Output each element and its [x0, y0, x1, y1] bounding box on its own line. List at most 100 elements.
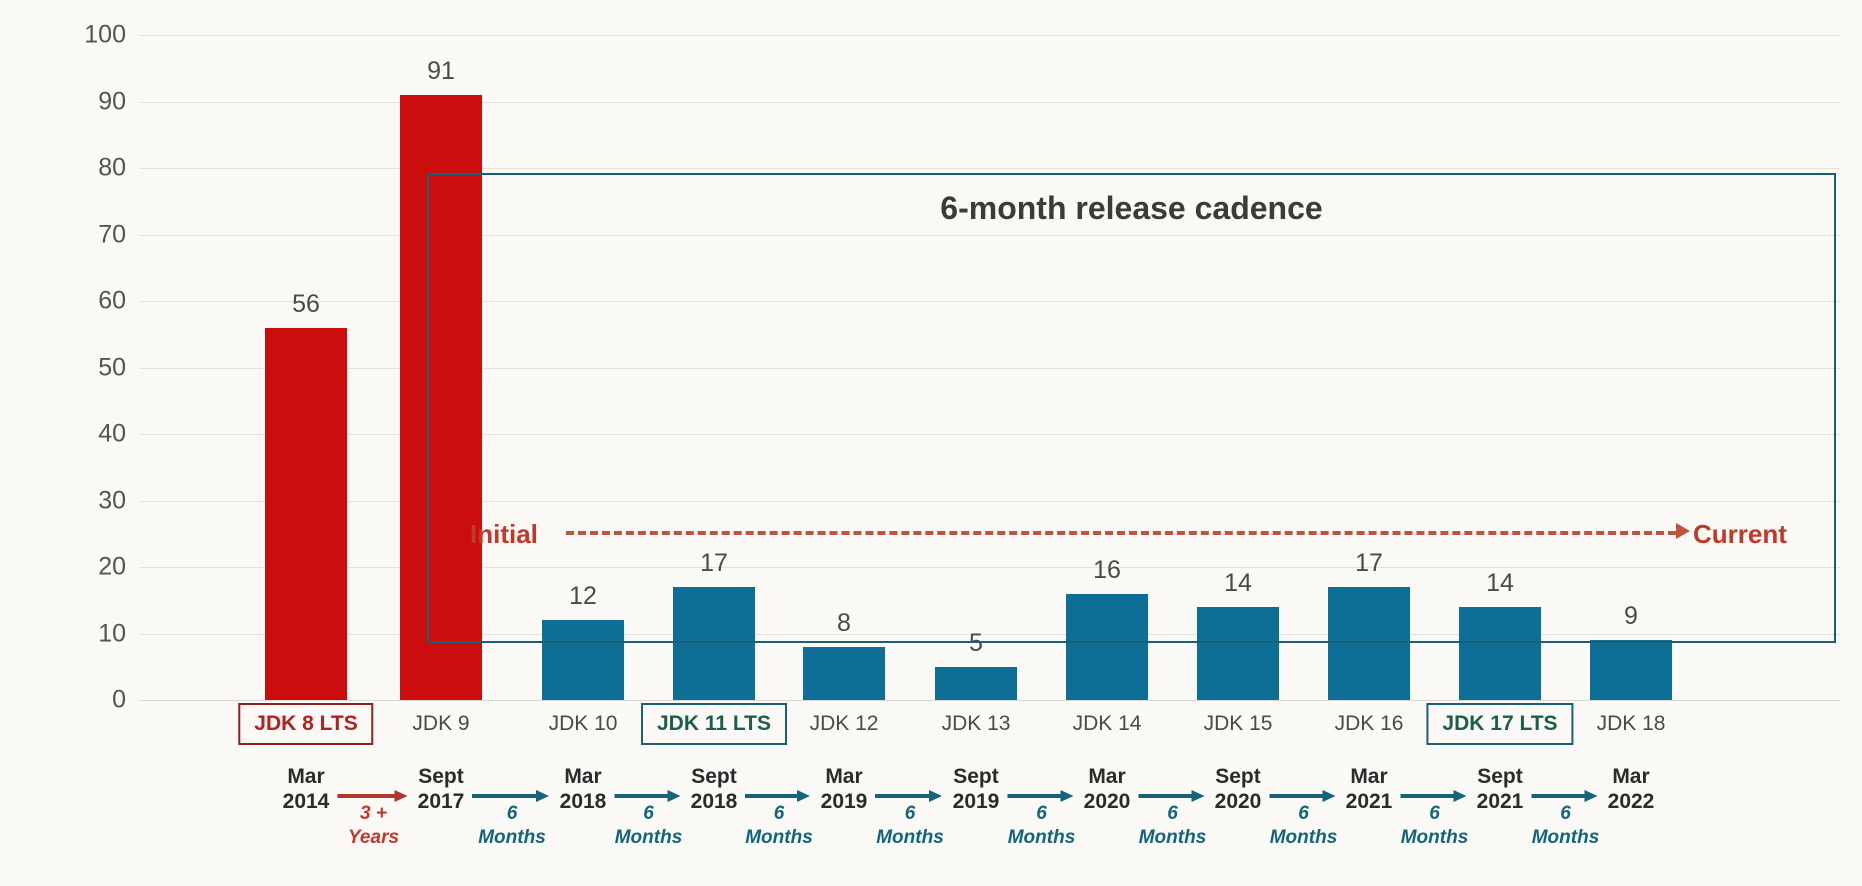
- interval-text: 6 Months: [472, 803, 552, 850]
- y-tick-label: 90: [98, 87, 126, 115]
- bar-jdk10[interactable]: [542, 620, 624, 700]
- release-date-jdk8: Mar 2014: [283, 765, 330, 815]
- jdk-label-jdk14[interactable]: JDK 14: [1072, 712, 1142, 735]
- bar-jdk18[interactable]: [1590, 640, 1672, 700]
- arrow-shaft: [1269, 794, 1322, 798]
- arrow-head: [929, 790, 942, 802]
- gridline: [140, 35, 1840, 36]
- bar-value-jdk16: 17: [1355, 548, 1383, 577]
- release-date-year: 2022: [1607, 789, 1655, 813]
- bar-value-jdk13: 5: [969, 628, 983, 657]
- interval-text: 6 Months: [1138, 803, 1207, 850]
- y-tick-label: 10: [98, 619, 126, 647]
- interval-7: 6 Months: [1138, 790, 1207, 850]
- arrow-head: [1191, 790, 1204, 802]
- interval-unit: Months: [614, 826, 683, 848]
- interval-amount: 6: [1167, 803, 1178, 824]
- bar-value-jdk11: 17: [700, 548, 728, 577]
- interval-amount: 6: [773, 803, 785, 824]
- interval-text: 6 Months: [1007, 803, 1076, 850]
- interval-text: 6 Months: [745, 803, 813, 850]
- arrow-head: [1453, 790, 1466, 802]
- y-tick-label: 60: [98, 286, 126, 315]
- bar-jdk11[interactable]: [673, 586, 755, 700]
- release-date-jdk14: Mar 2020: [1084, 765, 1131, 815]
- bar-jdk16[interactable]: [1328, 586, 1410, 700]
- release-date-month: Mar: [564, 765, 602, 788]
- interval-unit: Months: [876, 826, 944, 848]
- jdk-label-jdk10[interactable]: JDK 10: [548, 712, 618, 735]
- interval-amount: 3 +: [360, 803, 387, 824]
- y-tick-label: 30: [98, 486, 126, 514]
- interval-unit: Months: [1138, 826, 1207, 848]
- arrow-right-icon: [1007, 790, 1076, 802]
- jdk-label-jdk18[interactable]: JDK 18: [1596, 712, 1666, 735]
- interval-unit: Months: [1007, 826, 1076, 848]
- release-date-jdk15: Sept 2020: [1215, 765, 1262, 815]
- bar-value-jdk14: 16: [1093, 555, 1121, 584]
- bar-jdk12[interactable]: [803, 646, 885, 700]
- release-date-year: 2014: [282, 789, 330, 813]
- arrow-shaft: [614, 794, 667, 798]
- interval-4: 6 Months: [745, 790, 813, 850]
- interval-amount: 6: [643, 803, 654, 824]
- annotation-dashed-line: [566, 531, 1676, 535]
- interval-10: 6 Months: [1531, 790, 1600, 850]
- interval-1: 3 + Years: [337, 790, 410, 850]
- jdk-label-jdk12[interactable]: JDK 12: [809, 712, 879, 735]
- jdk-label-jdk11[interactable]: JDK 11 LTS: [641, 703, 787, 745]
- arrow-right-icon: [1531, 790, 1600, 802]
- arrow-head: [667, 790, 680, 802]
- y-tick-label: 50: [98, 353, 126, 381]
- jdk-label-jdk13[interactable]: JDK 13: [941, 712, 1011, 735]
- interval-6: 6 Months: [1007, 790, 1076, 850]
- bar-jdk15[interactable]: [1197, 606, 1279, 700]
- bar-jdk8[interactable]: [265, 327, 347, 700]
- arrow-shaft: [1138, 794, 1191, 798]
- arrow-shaft: [1531, 794, 1584, 798]
- interval-9: 6 Months: [1400, 790, 1469, 850]
- arrow-right-icon: [1400, 790, 1469, 802]
- interval-unit: Years: [347, 826, 400, 848]
- release-date-jdk18: Mar 2022: [1608, 765, 1655, 815]
- y-tick-label: 0: [112, 685, 126, 714]
- interval-5: 6 Months: [875, 790, 945, 850]
- interval-amount: 6: [904, 803, 916, 824]
- annotation-arrowhead-icon: [1676, 523, 1690, 539]
- arrow-shaft: [875, 794, 929, 798]
- arrow-right-icon: [337, 790, 410, 802]
- release-date-jdk13: Sept 2019: [953, 765, 1000, 815]
- jdk-label-jdk16[interactable]: JDK 16: [1334, 712, 1404, 735]
- jdk-label-jdk15[interactable]: JDK 15: [1203, 712, 1273, 735]
- bar-jdk13[interactable]: [935, 666, 1017, 700]
- release-date-year: 2019: [820, 789, 868, 813]
- arrow-head: [1584, 790, 1597, 802]
- jdk-label-jdk17[interactable]: JDK 17 LTS: [1426, 703, 1574, 745]
- interval-unit: Months: [1269, 826, 1338, 848]
- release-date-month: Sept: [1477, 765, 1523, 788]
- bar-jdk9[interactable]: [400, 94, 482, 700]
- bar-jdk17[interactable]: [1459, 606, 1541, 700]
- arrow-right-icon: [1138, 790, 1207, 802]
- jdk-label-jdk9[interactable]: JDK 9: [412, 712, 470, 735]
- bar-jdk14[interactable]: [1066, 593, 1148, 700]
- annotation-initial-label: Initial: [470, 519, 538, 549]
- y-tick-label: 40: [98, 419, 126, 448]
- release-date-year: 2020: [1083, 789, 1131, 813]
- arrow-head: [1060, 790, 1073, 802]
- arrow-head: [1322, 790, 1335, 802]
- arrow-head: [797, 790, 810, 802]
- interval-text: 6 Months: [875, 803, 945, 850]
- release-date-year: 2018: [690, 789, 738, 813]
- interval-unit: Months: [1400, 826, 1469, 848]
- gridline: [140, 434, 1840, 435]
- gridline: [140, 101, 1840, 103]
- release-date-month: Mar: [1088, 765, 1126, 788]
- jdk-label-jdk8[interactable]: JDK 8 LTS: [238, 703, 374, 745]
- interval-unit: Months: [745, 826, 813, 848]
- arrow-shaft: [337, 794, 394, 798]
- gridline: [140, 700, 1840, 701]
- release-date-jdk11: Sept 2018: [691, 765, 738, 815]
- gridline: [140, 367, 1840, 369]
- release-date-month: Mar: [287, 765, 325, 788]
